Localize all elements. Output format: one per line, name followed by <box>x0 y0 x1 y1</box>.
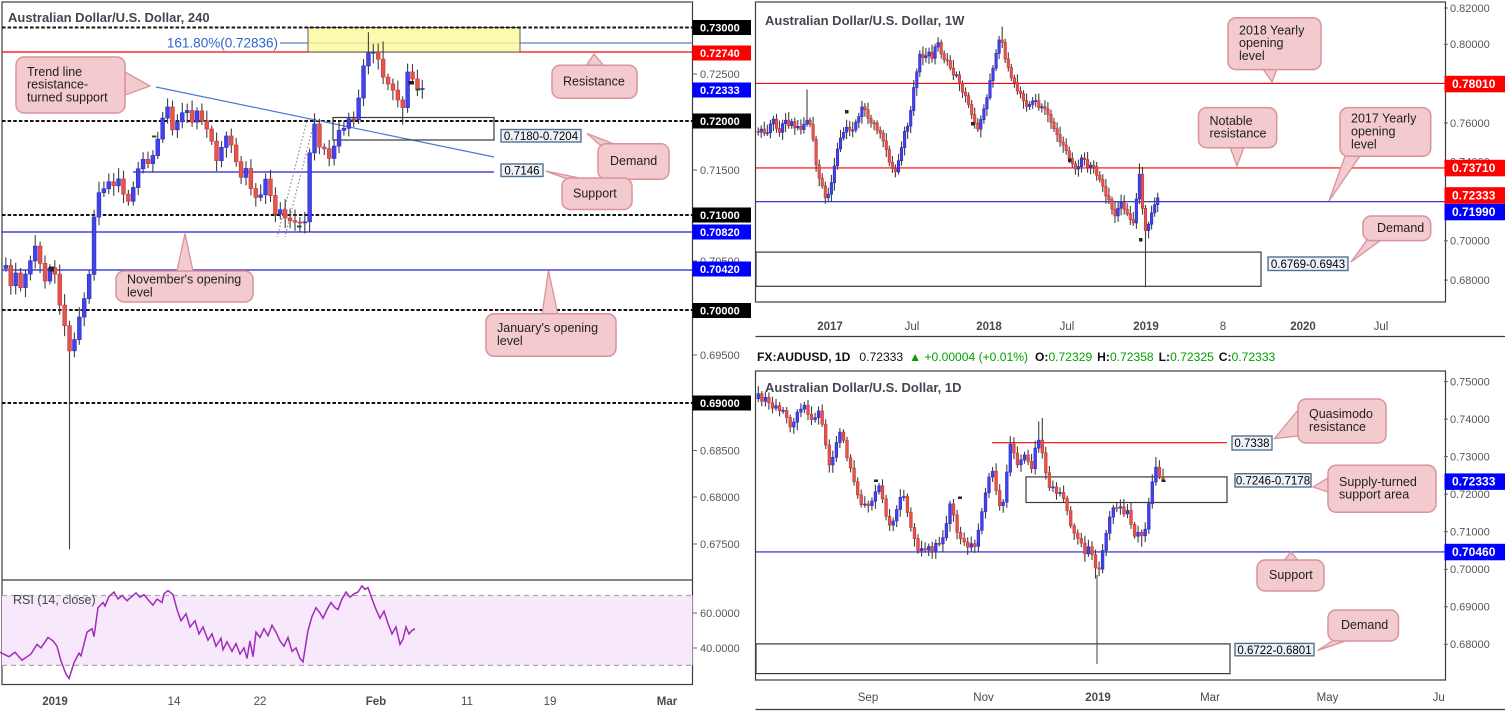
svg-text:161.80%(0.72836): 161.80%(0.72836) <box>167 36 278 51</box>
svg-text:0.72333: 0.72333 <box>1452 475 1496 489</box>
svg-text:0.71500: 0.71500 <box>700 165 740 177</box>
svg-text:2020: 2020 <box>1290 321 1316 333</box>
svg-text:FX:AUDUSD, 1D0.72333▲ +0.00004: FX:AUDUSD, 1D 0.72333 ▲ +0.00004 (+0.01%) O… <box>757 350 1276 364</box>
svg-text:0.7246-0.7178: 0.7246-0.7178 <box>1236 476 1310 488</box>
svg-text:Jul: Jul <box>1374 321 1389 333</box>
svg-text:level: level <box>127 286 153 300</box>
svg-text:0.68000: 0.68000 <box>1450 639 1490 651</box>
svg-text:2017 Yearly: 2017 Yearly <box>1351 112 1417 126</box>
svg-text:0.69500: 0.69500 <box>700 350 740 362</box>
svg-text:0.72740: 0.72740 <box>700 48 740 60</box>
svg-text:2019: 2019 <box>42 696 68 708</box>
svg-text:Demand: Demand <box>610 154 657 168</box>
svg-text:0.72000: 0.72000 <box>700 116 740 128</box>
svg-text:14: 14 <box>168 696 181 708</box>
svg-text:40.0000: 40.0000 <box>700 643 740 655</box>
svg-text:level: level <box>1351 137 1377 151</box>
svg-text:2019: 2019 <box>1085 692 1111 704</box>
svg-text:0.70000: 0.70000 <box>1450 236 1490 248</box>
svg-text:0.68000: 0.68000 <box>1450 275 1490 287</box>
svg-text:Australian Dollar/U.S. Dollar,: Australian Dollar/U.S. Dollar, 240 <box>8 10 210 25</box>
svg-text:0.70460: 0.70460 <box>1452 545 1496 559</box>
svg-text:0.72333: 0.72333 <box>1452 188 1496 202</box>
svg-text:Mar: Mar <box>657 696 678 708</box>
svg-text:Trend line: Trend line <box>27 65 82 79</box>
svg-text:0.69000: 0.69000 <box>700 398 740 410</box>
svg-text:0.70820: 0.70820 <box>700 227 740 239</box>
svg-text:Support: Support <box>573 186 617 200</box>
svg-text:0.76000: 0.76000 <box>1450 118 1490 130</box>
svg-text:resistance-: resistance- <box>27 78 88 92</box>
svg-text:0.73710: 0.73710 <box>1452 161 1496 175</box>
svg-text:0.70000: 0.70000 <box>700 305 740 317</box>
svg-text:0.68500: 0.68500 <box>700 445 740 457</box>
svg-text:turned support: turned support <box>27 90 108 104</box>
svg-text:Quasimodo: Quasimodo <box>1309 407 1373 421</box>
svg-text:Demand: Demand <box>1377 221 1424 235</box>
svg-text:0.71990: 0.71990 <box>1452 205 1496 219</box>
svg-text:0.74000: 0.74000 <box>1450 414 1490 426</box>
svg-text:2017: 2017 <box>817 321 843 333</box>
svg-text:0.75000: 0.75000 <box>1450 377 1490 389</box>
svg-text:Feb: Feb <box>366 696 386 708</box>
svg-text:0.6769-0.6943: 0.6769-0.6943 <box>1271 259 1345 271</box>
svg-text:0.78010: 0.78010 <box>1452 77 1496 91</box>
svg-text:level: level <box>497 334 523 348</box>
svg-text:Nov: Nov <box>973 692 994 704</box>
svg-text:0.72500: 0.72500 <box>700 69 740 81</box>
svg-text:0.73000: 0.73000 <box>700 22 740 34</box>
svg-text:0.69000: 0.69000 <box>1450 602 1490 614</box>
svg-text:January's opening: January's opening <box>497 321 598 335</box>
svg-text:8: 8 <box>1220 321 1226 333</box>
svg-text:2019: 2019 <box>1133 321 1159 333</box>
svg-text:resistance: resistance <box>1309 420 1366 434</box>
svg-text:support area: support area <box>1339 488 1409 502</box>
svg-text:Jul: Jul <box>905 321 920 333</box>
svg-text:60.0000: 60.0000 <box>700 608 740 620</box>
svg-text:0.67500: 0.67500 <box>700 539 740 551</box>
svg-text:0.71000: 0.71000 <box>700 210 740 222</box>
svg-text:0.71000: 0.71000 <box>1450 527 1490 539</box>
svg-text:0.73000: 0.73000 <box>1450 452 1490 464</box>
svg-text:11: 11 <box>461 696 473 708</box>
svg-text:opening: opening <box>1239 36 1284 50</box>
svg-text:0.80000: 0.80000 <box>1450 39 1490 51</box>
svg-text:May: May <box>1317 692 1339 704</box>
svg-text:0.70000: 0.70000 <box>1450 564 1490 576</box>
svg-text:Support: Support <box>1269 568 1313 582</box>
svg-text:0.82000: 0.82000 <box>1450 3 1490 15</box>
svg-text:Supply-turned: Supply-turned <box>1339 475 1417 489</box>
svg-text:22: 22 <box>254 696 267 708</box>
svg-text:level: level <box>1239 49 1265 63</box>
svg-text:0.72000: 0.72000 <box>1450 489 1490 501</box>
svg-text:Sep: Sep <box>858 692 878 704</box>
svg-text:resistance: resistance <box>1210 127 1267 141</box>
svg-text:0.72333: 0.72333 <box>700 85 740 97</box>
svg-text:Jul: Jul <box>1060 321 1075 333</box>
svg-text:0.70420: 0.70420 <box>700 264 740 276</box>
svg-text:0.6722-0.6801: 0.6722-0.6801 <box>1237 645 1311 657</box>
svg-text:2018 Yearly: 2018 Yearly <box>1239 23 1305 37</box>
svg-text:Resistance: Resistance <box>563 74 625 88</box>
svg-text:2018: 2018 <box>976 321 1002 333</box>
svg-text:0.68000: 0.68000 <box>700 492 740 504</box>
svg-text:RSI (14, close): RSI (14, close) <box>13 593 96 607</box>
svg-text:Ju: Ju <box>1433 692 1445 704</box>
svg-text:Demand: Demand <box>1341 618 1388 632</box>
svg-text:opening: opening <box>1351 125 1396 139</box>
svg-text:19: 19 <box>544 696 557 708</box>
svg-text:Mar: Mar <box>1200 692 1220 704</box>
svg-text:November's opening: November's opening <box>127 273 241 287</box>
svg-text:Australian Dollar/U.S. Dollar,: Australian Dollar/U.S. Dollar, 1D <box>765 380 962 395</box>
svg-text:Australian Dollar/U.S. Dollar,: Australian Dollar/U.S. Dollar, 1W <box>765 13 965 28</box>
svg-text:0.7338: 0.7338 <box>1234 438 1269 450</box>
svg-text:Notable: Notable <box>1210 114 1253 128</box>
svg-text:0.7146: 0.7146 <box>504 165 539 177</box>
svg-text:0.7180-0.7204: 0.7180-0.7204 <box>504 131 579 143</box>
